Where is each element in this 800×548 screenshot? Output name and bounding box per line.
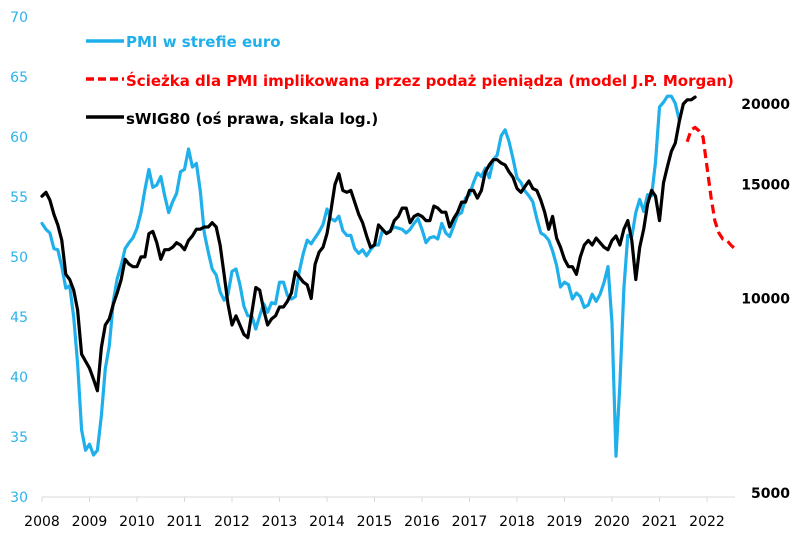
y-left-ticks: 30 35 40 45 50 55 60 65 70 [10, 10, 28, 506]
y-left-tick-label: 35 [10, 430, 28, 446]
y-left-tick-label: 50 [10, 250, 28, 266]
y-right-ticks: 5000 10000 15000 20000 [741, 97, 790, 502]
y-right-tick-label: 5000 [751, 486, 790, 502]
legend-label-forecast: Ścieżka dla PMI implikowana przez podaż … [126, 71, 734, 90]
x-tick-label: 2011 [167, 514, 203, 530]
x-tick-label: 2008 [24, 514, 60, 530]
y-right-tick-label: 20000 [741, 97, 790, 113]
legend-label-pmi: PMI w strefie euro [126, 33, 281, 51]
series-line-forecast [685, 125, 736, 250]
x-tick-label: 2009 [72, 514, 108, 530]
x-tick-label: 2013 [262, 514, 298, 530]
x-tick-label: 2022 [689, 514, 725, 530]
x-ticks: 2008 2009 2010 2011 2012 2013 2014 2015 2016 2017… [24, 497, 725, 530]
x-tick-label: 2019 [547, 514, 583, 530]
y-left-tick-label: 30 [10, 490, 28, 506]
x-tick-label: 2015 [357, 514, 393, 530]
y-left-tick-label: 70 [10, 10, 28, 26]
x-tick-label: 2021 [642, 514, 678, 530]
series-lines [40, 94, 736, 458]
legend-label-swig80: sWIG80 (oś prawa, skala log.) [126, 110, 378, 128]
y-left-tick-label: 60 [10, 130, 28, 146]
x-tick-label: 2016 [404, 514, 440, 530]
y-left-tick-label: 45 [10, 310, 28, 326]
x-tick-label: 2018 [499, 514, 535, 530]
x-tick-label: 2017 [452, 514, 488, 530]
series-line-pmi [40, 94, 681, 458]
legend: PMI w strefie euro Ścieżka dla PMI impli… [86, 33, 734, 128]
x-tick-label: 2012 [214, 514, 250, 530]
y-right-tick-label: 15000 [741, 178, 790, 194]
legend-item-forecast: Ścieżka dla PMI implikowana przez podaż … [86, 71, 734, 90]
y-right-tick-label: 10000 [741, 292, 790, 308]
series-line-swig80 [40, 95, 697, 393]
x-tick-label: 2010 [119, 514, 155, 530]
x-tick-label: 2020 [594, 514, 630, 530]
legend-item-pmi: PMI w strefie euro [86, 33, 281, 51]
y-left-tick-label: 40 [10, 370, 28, 386]
x-tick-label: 2014 [309, 514, 345, 530]
y-left-tick-label: 65 [10, 70, 28, 86]
y-left-tick-label: 55 [10, 190, 28, 206]
legend-item-swig80: sWIG80 (oś prawa, skala log.) [86, 110, 378, 128]
